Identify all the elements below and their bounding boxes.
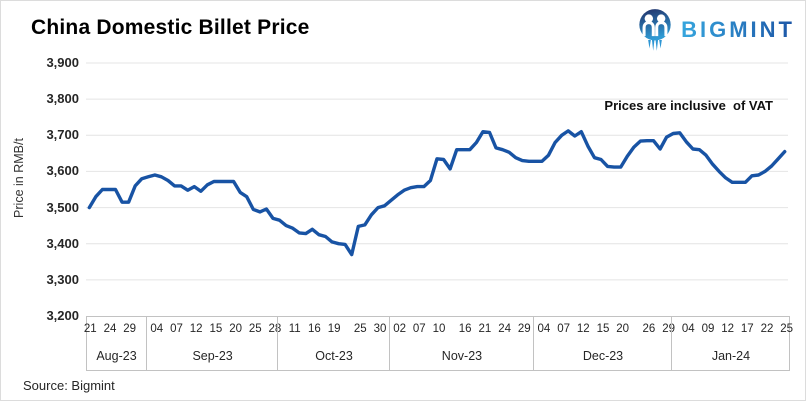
x-tick-label: 24 [103, 323, 117, 335]
x-tick-label: 07 [412, 323, 426, 335]
x-tick-label: 20 [616, 323, 630, 335]
x-axis-month-label: Sep-23 [192, 349, 233, 363]
y-tick-label: 3,600 [46, 163, 79, 179]
x-tick-label: 30 [373, 323, 387, 335]
x-axis-month-group: 04 09 12 17 22 25 Jan-24 [670, 317, 794, 370]
x-axis-month-label: Nov-23 [441, 349, 483, 363]
x-tick-label: 26 [642, 323, 656, 335]
x-tick-label: 04 [150, 323, 164, 335]
x-axis-month-group: 02 07 10 16 21 24 29 Nov-23 [388, 317, 534, 370]
x-tick-label: 25 [353, 323, 367, 335]
bigmint-logo-text: BIGMINT [681, 16, 795, 42]
x-axis-month-label: Aug-23 [96, 349, 137, 363]
x-axis: 21 24 29 Aug-23 04 07 12 15 20 25 28 Sep-23 11 16 19 25… [83, 316, 794, 371]
x-tick-label: 07 [557, 323, 570, 335]
source-note: Source: Bigmint [23, 378, 115, 393]
x-tick-label: 07 [170, 323, 183, 335]
x-tick-label: 15 [596, 323, 610, 335]
bigmint-logo-icon [639, 9, 671, 51]
x-tick-label: 25 [780, 323, 794, 335]
x-tick-label: 10 [432, 323, 446, 335]
bigmint-logo: BIGMINT [636, 6, 795, 53]
x-axis-month-group: 21 24 29 Aug-23 [83, 317, 146, 370]
x-axis-month-group: 11 16 19 25 30 Oct-23 [277, 317, 390, 370]
y-tick-label: 3,800 [46, 91, 79, 107]
x-tick-label: 16 [458, 323, 472, 335]
vat-annotation: Prices are inclusive of VAT [604, 98, 773, 113]
x-tick-label: 12 [576, 323, 590, 335]
y-tick-label: 3,700 [46, 127, 79, 143]
x-tick-label: 11 [288, 323, 301, 335]
chart-title: China Domestic Billet Price [31, 16, 310, 39]
y-tick-label: 3,300 [46, 271, 79, 287]
x-tick-label: 16 [307, 323, 321, 335]
y-tick-label: 3,400 [46, 235, 79, 251]
x-tick-label: 24 [498, 323, 511, 335]
x-axis-month-group: 04 07 12 15 20 25 28 Sep-23 [146, 317, 281, 370]
x-tick-label: 15 [209, 323, 223, 335]
x-axis-month-label: Dec-23 [582, 349, 624, 363]
x-tick-label: 29 [517, 323, 531, 335]
price-line [87, 129, 787, 257]
price-line-chart [86, 62, 788, 281]
y-tick-label: 3,900 [46, 55, 79, 70]
y-tick-label: 3,200 [46, 308, 79, 323]
x-tick-label: 20 [229, 323, 242, 335]
x-axis-month-label: Oct-23 [315, 349, 353, 363]
y-tick-label: 3,500 [46, 199, 79, 215]
x-tick-label: 04 [537, 323, 551, 335]
x-tick-label: 02 [393, 323, 406, 335]
x-tick-label: 21 [83, 323, 97, 335]
x-tick-label: 19 [327, 323, 341, 335]
x-tick-label: 04 [681, 323, 695, 335]
x-tick-label: 12 [721, 323, 735, 335]
x-tick-label: 25 [248, 323, 262, 335]
x-axis-month-group: 04 07 12 15 20 26 29 Dec-23 [533, 317, 675, 370]
x-tick-label: 29 [123, 323, 136, 335]
x-tick-label: 22 [760, 323, 774, 335]
x-tick-label: 12 [189, 323, 203, 335]
x-axis-month-label: Jan-24 [711, 349, 751, 363]
x-tick-label: 21 [478, 323, 492, 335]
x-tick-label: 09 [701, 323, 715, 335]
x-tick-label: 17 [740, 323, 754, 335]
